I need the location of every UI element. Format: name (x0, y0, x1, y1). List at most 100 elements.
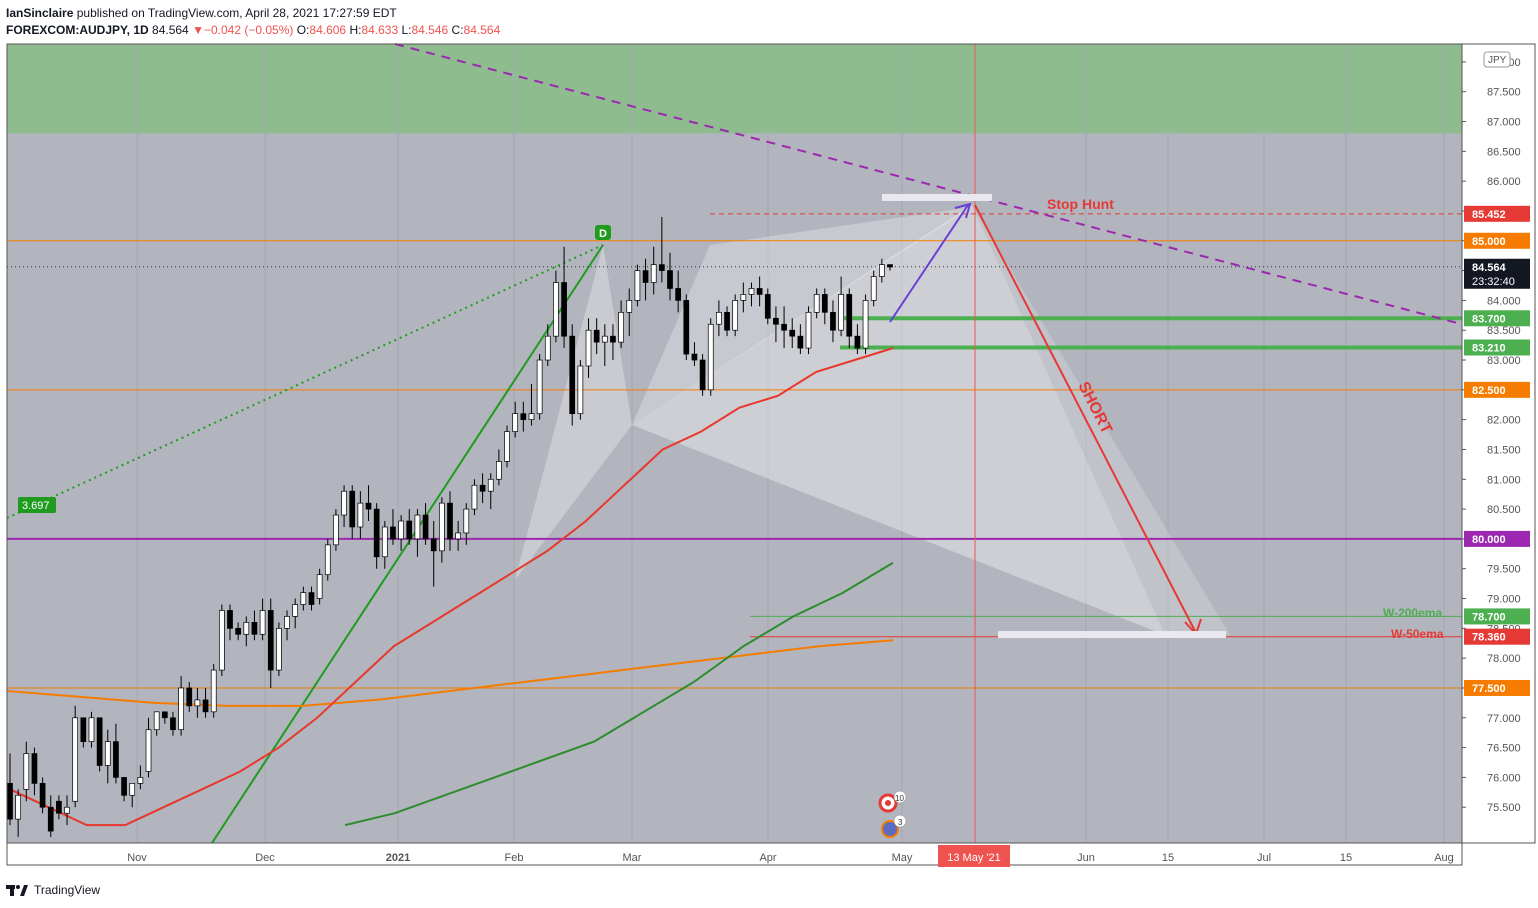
candle-body (300, 592, 307, 605)
descending-trendline (394, 43, 1463, 326)
close-value: 84.564 (463, 23, 501, 37)
candle-body (748, 288, 755, 295)
publisher-name[interactable]: IanSinclaire (6, 6, 74, 20)
candle-body (821, 294, 828, 313)
high-label: H: (349, 23, 362, 37)
tradingview-logo-icon[interactable] (6, 883, 28, 897)
price-label-box (1464, 530, 1530, 547)
candle-body (691, 353, 698, 361)
price-label-box (1464, 679, 1530, 696)
x-tick-label: 15 (1340, 852, 1352, 864)
candle-body (887, 264, 893, 268)
candle-body (186, 687, 193, 707)
candle-body (390, 526, 396, 540)
candle-body (349, 490, 356, 528)
candle-body (496, 461, 502, 480)
x-tick-label: Aug (1434, 852, 1454, 864)
candle-body (202, 699, 209, 713)
w50-label: W-50ema (1391, 627, 1444, 641)
event-target-icon-center (885, 800, 891, 806)
y-tick-label: 76.000 (1487, 772, 1521, 784)
price-label-box (1464, 339, 1530, 356)
ratio-badge (18, 497, 56, 513)
candle-body (504, 431, 510, 462)
daily-ema (9, 347, 894, 827)
x-tick-label: 2021 (386, 852, 410, 864)
candle-body (137, 777, 144, 784)
ratio-label: 3.697 (22, 500, 50, 512)
symbol-name[interactable]: FOREXCOM:AUDJPY, 1D (6, 23, 149, 37)
event-count-label: 10 (895, 794, 904, 803)
y-tick-label: 81.500 (1487, 444, 1521, 456)
candle-body (854, 335, 861, 349)
candle-body (47, 806, 54, 832)
y-tick-label: 77.000 (1487, 713, 1521, 725)
candle-body (365, 502, 372, 510)
candle-body (773, 317, 779, 325)
candle-body (756, 288, 763, 295)
pattern-abc (632, 207, 972, 425)
candle-body (797, 335, 804, 349)
candle-body (129, 783, 136, 796)
candle-body (716, 311, 722, 325)
price-label-text: 83.210 (1472, 343, 1506, 355)
time-axis (6, 842, 1463, 866)
candle-body (471, 484, 478, 510)
candle-body (414, 514, 421, 540)
candle-body (618, 311, 624, 343)
candle-body (153, 711, 160, 731)
candle-body (113, 741, 119, 778)
candle-body (422, 514, 429, 540)
date-marker-box (938, 845, 1010, 867)
last-price-label: 84.564 (1472, 262, 1507, 274)
price-label-box (1464, 205, 1530, 222)
candle-body (830, 311, 836, 331)
candle-body (406, 520, 413, 540)
short-arrow (974, 204, 1197, 634)
candle-body (650, 264, 657, 283)
last-price-box (1464, 258, 1530, 289)
candle-body (292, 604, 299, 617)
y-tick-label: 86.000 (1487, 176, 1521, 188)
price-label-box (1464, 608, 1530, 625)
candle-body (707, 323, 714, 391)
projection-arrowhead-up (954, 202, 972, 219)
symbol-line: FOREXCOM:AUDJPY, 1D 84.564 ▼−0.042 (−0.0… (6, 23, 500, 37)
price-label-text: 78.360 (1472, 632, 1506, 644)
event-count-badge (893, 790, 907, 804)
candle-body (251, 622, 258, 635)
weekly-200-ema (344, 561, 894, 827)
y-tick-label: 80.500 (1487, 504, 1521, 516)
y-tick-label: 84.000 (1487, 295, 1521, 307)
candle-body (659, 264, 665, 271)
candle-body (267, 610, 274, 671)
candle-body (512, 413, 519, 432)
open-value: 84.606 (309, 23, 347, 37)
candle-body (626, 300, 633, 313)
candle-body (585, 329, 592, 367)
y-tick-label: 81.000 (1487, 474, 1521, 486)
price-label-text: 85.452 (1472, 209, 1506, 221)
candle-body (846, 294, 853, 337)
candle-body (381, 526, 388, 558)
brand-name[interactable]: TradingView (34, 883, 101, 897)
candle-body (699, 359, 706, 391)
candle-body (56, 800, 62, 814)
candle-body (561, 282, 567, 337)
candle-body (104, 741, 111, 766)
candle-body (308, 592, 315, 605)
stop-hunt-bar (882, 194, 992, 201)
event-count-badge-2 (893, 814, 907, 828)
x-tick-label: Feb (505, 852, 524, 864)
last-price: 84.564 (152, 23, 189, 37)
candle-body (219, 610, 225, 671)
pattern-projection (632, 205, 1165, 635)
candle-body (235, 627, 241, 635)
candle-body (39, 783, 46, 808)
ratio-line (6, 244, 604, 519)
price-label-text: 83.700 (1472, 313, 1506, 325)
candle-body (7, 783, 13, 820)
x-tick-label: 15 (1162, 852, 1174, 864)
candle-body (601, 335, 608, 343)
